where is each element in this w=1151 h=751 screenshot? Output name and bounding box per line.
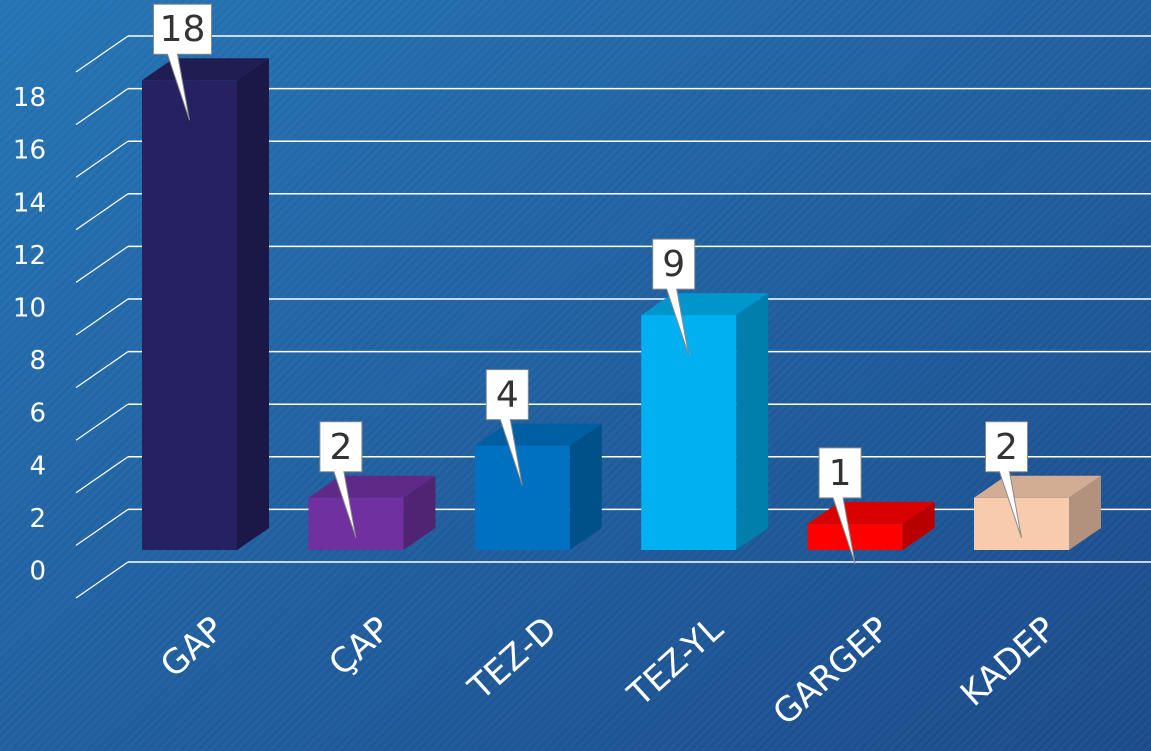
y-tick-label: 2 [29,504,46,534]
bar [974,475,1101,550]
grid-slant [75,298,129,336]
bar [308,475,436,550]
bar [641,293,769,550]
bar-side [403,475,436,550]
grid-slant [75,351,129,389]
data-label: 2 [995,427,1018,468]
y-tick-label: 10 [13,294,46,324]
y-tick-label: 12 [13,241,46,271]
y-tick-label: 0 [29,557,46,587]
bar-front [974,497,1069,550]
grid-slant [75,35,129,73]
bar-side [902,501,935,550]
bar-front [308,497,404,550]
data-label: 9 [662,244,685,285]
bar-side [569,423,602,550]
callout-box [485,369,529,486]
y-tick-label: 16 [13,136,46,166]
data-label: 1 [829,453,852,494]
callout-box [818,447,862,565]
grid-slant [75,508,129,546]
y-tick-label: 14 [13,188,46,218]
bar-front [807,523,903,550]
grid-slant [75,88,129,126]
callout-box [319,421,363,538]
grid-slant [75,193,129,231]
grid-slant [75,140,129,178]
y-tick-label: 18 [13,83,46,113]
bar-front [474,445,570,550]
y-tick-label: 8 [29,346,46,376]
data-label: 2 [329,427,352,468]
y-tick-label: 4 [29,451,46,481]
data-label: 4 [496,375,519,416]
grid-slant [75,456,129,494]
bar-side [1069,475,1101,550]
callout-box [985,421,1028,538]
callout-box [652,238,696,356]
grid-slant [75,561,129,599]
y-tick-label: 6 [29,399,46,429]
bar [474,423,602,550]
data-label: 18 [160,9,206,50]
grid-slant [75,245,129,283]
bar-front [641,315,737,550]
bar-front [142,80,237,550]
grid-slant [75,403,129,441]
bar-side [736,293,769,550]
bar-side [237,58,269,550]
callout-box [153,3,212,121]
bar [142,58,269,550]
